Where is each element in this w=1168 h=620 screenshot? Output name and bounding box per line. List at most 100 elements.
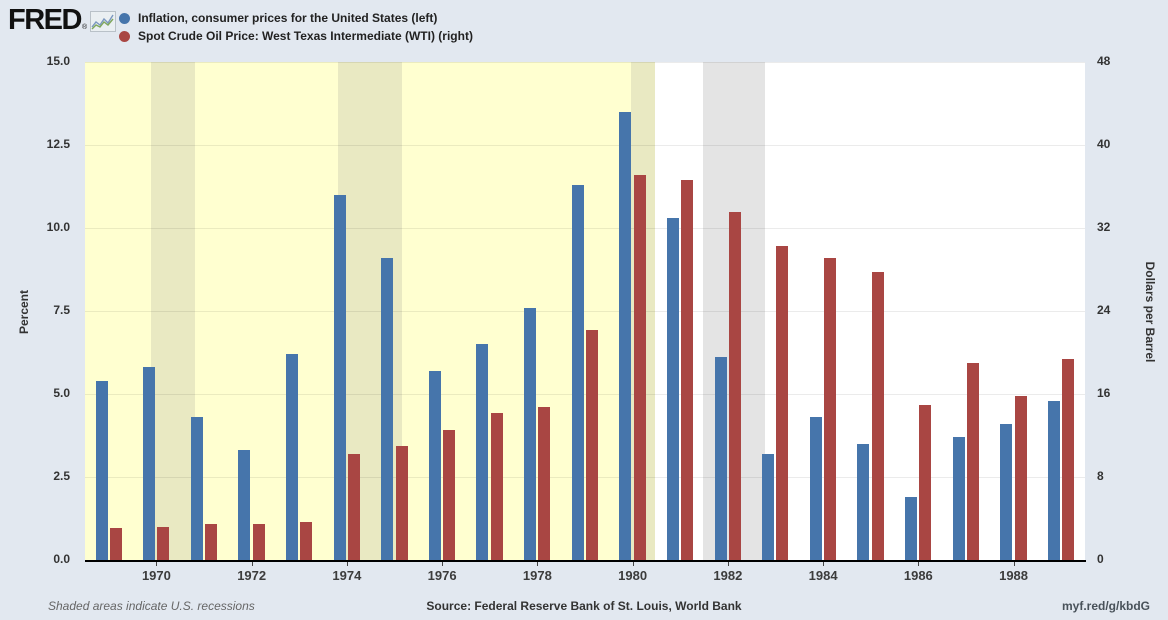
x-axis-tick-label: 1986	[903, 568, 933, 583]
gridline	[85, 62, 1085, 63]
legend-dot	[119, 12, 130, 24]
source-text: Source: Federal Reserve Bank of St. Loui…	[426, 599, 742, 613]
x-axis-tick-label: 1974	[332, 568, 362, 583]
legend-dot	[119, 30, 130, 42]
right-axis-tick: 24	[1097, 303, 1111, 317]
bar-inflation-1969	[95, 380, 108, 560]
bar-inflation-1985	[857, 443, 870, 560]
x-axis-tick-label: 1984	[808, 568, 838, 583]
bar-inflation-1982	[714, 357, 727, 560]
fred-logo-text: FRED	[8, 4, 82, 36]
x-axis-tick-label: 1976	[427, 568, 457, 583]
legend-item-inflation[interactable]: Inflation, consumer prices for the Unite…	[119, 9, 473, 27]
bar-inflation-1976	[428, 370, 441, 560]
bar-inflation-1979	[571, 184, 584, 560]
bar-wti-1980	[633, 175, 646, 560]
bar-inflation-1970	[143, 367, 156, 560]
x-axis-tick-label: 1978	[522, 568, 552, 583]
left-axis-tick: 5.0	[53, 386, 70, 400]
fred-logo[interactable]: FRED ®	[8, 2, 117, 38]
x-axis-line	[85, 560, 1086, 562]
left-axis-tick: 10.0	[46, 220, 70, 234]
x-axis-tick-mark	[346, 562, 348, 566]
bar-wti-1971	[205, 523, 218, 560]
right-axis-tick: 8	[1097, 469, 1104, 483]
bar-wti-1978	[538, 407, 551, 560]
left-axis-tick: 2.5	[53, 469, 70, 483]
bar-wti-1981	[681, 180, 694, 560]
x-axis-tick-label: 1972	[237, 568, 267, 583]
x-axis-tick-mark	[156, 562, 158, 566]
left-axis-tick: 12.5	[46, 137, 70, 151]
bar-inflation-1978	[524, 307, 537, 560]
right-axis-tick: 0	[1097, 552, 1104, 566]
x-axis-tick-mark	[632, 562, 634, 566]
left-axis-tick: 0.0	[53, 552, 70, 566]
x-axis-tick-mark	[537, 562, 539, 566]
gridline	[85, 145, 1085, 146]
bar-inflation-1975	[381, 257, 394, 560]
bar-wti-1974	[347, 454, 360, 560]
bar-wti-1979	[585, 329, 598, 560]
bar-inflation-1987	[952, 437, 965, 560]
bar-inflation-1974	[333, 194, 346, 560]
short-url-link[interactable]: myf.red/g/kbdG	[1061, 599, 1150, 613]
gridline	[85, 477, 1085, 478]
legend-label: Spot Crude Oil Price: West Texas Interme…	[138, 29, 473, 43]
bar-wti-1969	[109, 527, 122, 560]
bar-wti-1985	[871, 271, 884, 560]
bar-wti-1970	[157, 526, 170, 560]
bar-inflation-1973	[285, 354, 298, 560]
x-axis-tick-mark	[918, 562, 920, 566]
gridline	[85, 311, 1085, 312]
x-axis-tick-mark	[823, 562, 825, 566]
bar-wti-1986	[919, 405, 932, 560]
bar-inflation-1980	[619, 111, 632, 560]
bar-wti-1972	[252, 523, 265, 560]
bar-wti-1984	[824, 258, 837, 560]
x-axis-tick-label: 1988	[999, 568, 1029, 583]
x-axis-tick-mark	[251, 562, 253, 566]
bar-inflation-1986	[905, 496, 918, 560]
bar-wti-1977	[490, 412, 503, 560]
recession-note: Shaded areas indicate U.S. recessions	[48, 599, 255, 613]
right-axis-tick: 32	[1097, 220, 1111, 234]
bar-inflation-1989	[1047, 400, 1060, 560]
bar-inflation-1981	[666, 218, 679, 560]
bar-wti-1988	[1014, 396, 1027, 560]
right-axis-tick: 48	[1097, 54, 1111, 68]
chart-legend: Inflation, consumer prices for the Unite…	[119, 9, 473, 45]
right-axis-tick: 40	[1097, 137, 1111, 151]
registered-mark: ®	[81, 24, 88, 31]
left-axis-tick: 15.0	[46, 54, 70, 68]
right-axis-tick: 16	[1097, 386, 1111, 400]
gridline	[85, 228, 1085, 229]
bar-inflation-1977	[476, 344, 489, 560]
left-axis-tick: 7.5	[53, 303, 70, 317]
gridline	[85, 394, 1085, 395]
bar-wti-1975	[395, 445, 408, 560]
x-axis-tick-label: 1980	[618, 568, 648, 583]
bar-inflation-1988	[1000, 423, 1013, 560]
bar-wti-1973	[300, 521, 313, 560]
recession-band	[151, 62, 195, 560]
bar-inflation-1984	[809, 417, 822, 560]
x-axis-tick-mark	[1013, 562, 1015, 566]
legend-label: Inflation, consumer prices for the Unite…	[138, 11, 438, 25]
bar-wti-1976	[443, 430, 456, 560]
x-axis-tick-label: 1982	[713, 568, 743, 583]
bar-wti-1989	[1062, 358, 1075, 560]
x-axis-tick-mark	[727, 562, 729, 566]
x-axis-tick-mark	[442, 562, 444, 566]
legend-item-wti[interactable]: Spot Crude Oil Price: West Texas Interme…	[119, 27, 473, 45]
bar-wti-1987	[966, 362, 979, 560]
bar-inflation-1983	[762, 453, 775, 560]
bar-inflation-1972	[238, 450, 251, 560]
bar-wti-1983	[776, 245, 789, 560]
bar-wti-1982	[728, 212, 741, 560]
bar-inflation-1971	[190, 417, 203, 560]
plot-area	[85, 62, 1085, 560]
x-axis-tick-label: 1970	[141, 568, 171, 583]
